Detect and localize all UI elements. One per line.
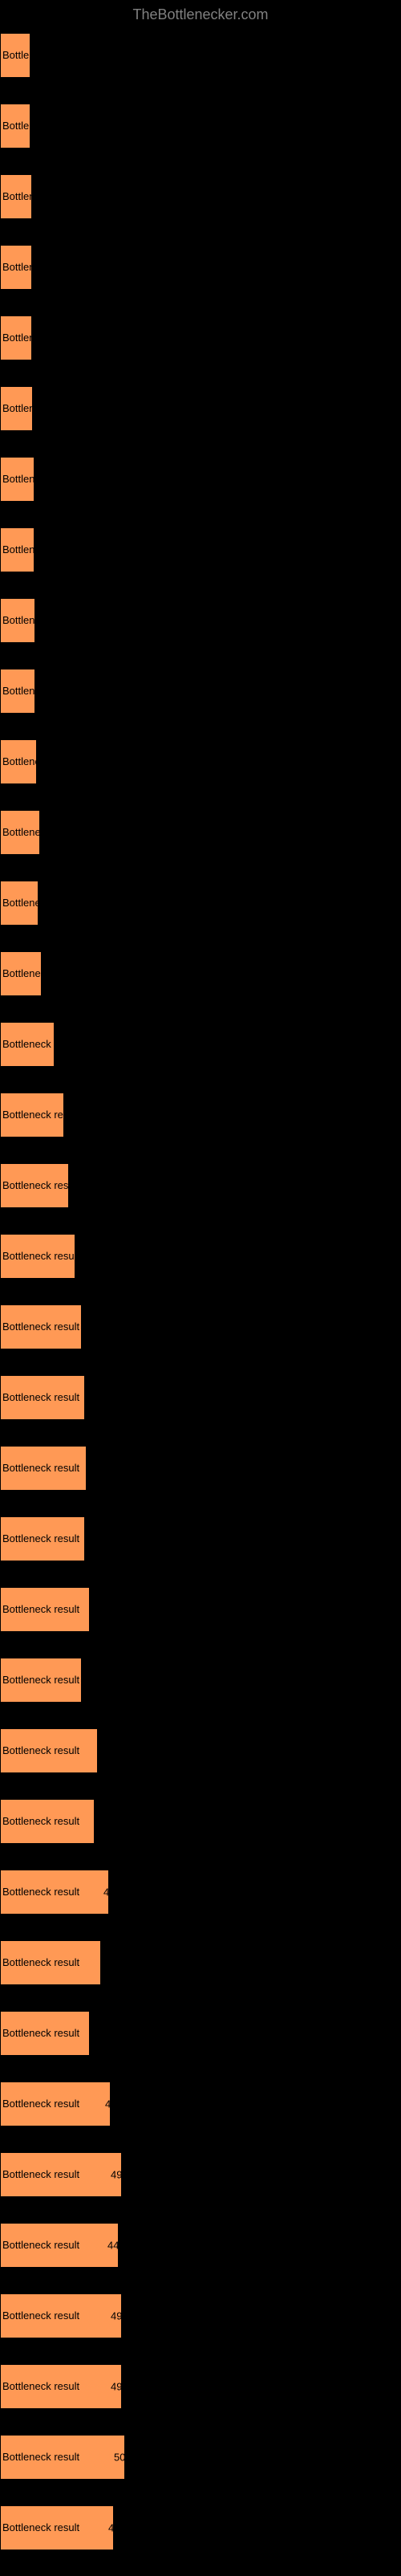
bar-value: 44 bbox=[107, 2240, 119, 2252]
bar-label: Bottleneck result bbox=[2, 2380, 79, 2393]
bar-row: Bottleneck ( bbox=[0, 810, 401, 855]
bar-row: Bottleneck result bbox=[0, 1304, 401, 1349]
site-title: TheBottlenecker.com bbox=[0, 0, 401, 26]
bar-row: Bottlenec bbox=[0, 669, 401, 714]
bar-row: Bottleneck bbox=[0, 881, 401, 926]
bar-label: Bottleneck result bbox=[2, 1321, 79, 1333]
bar-label: Bottleneck result bbox=[2, 2027, 79, 2040]
bar-chart: Bottlene Bottlene Bottlene Bottlene Bottlene… bbox=[0, 26, 401, 2550]
bar-label: Bottleneck result bbox=[2, 1674, 79, 1687]
chart-wrapper: TheBottlenecker.com BottleneBottleneBott… bbox=[0, 0, 401, 2550]
bar-label: Bottleneck result bbox=[2, 1886, 79, 1898]
bar-label: Bottlene bbox=[2, 332, 32, 344]
bar-row: Bottleneck result 49 bbox=[0, 2152, 401, 2197]
bar-row: Bottleneck result 49 bbox=[0, 2293, 401, 2338]
bar-value: 49 bbox=[111, 2169, 122, 2181]
bar-label: Bottleneck result bbox=[2, 1603, 79, 1616]
bar-label: Bottlene bbox=[2, 49, 30, 62]
bar-value: 4 bbox=[105, 2098, 111, 2110]
bar-label: Bottlene bbox=[2, 402, 33, 415]
bar-label: Bottleneck result bbox=[2, 1956, 79, 1969]
bar-label: Bottlene bbox=[2, 190, 32, 203]
bar-label: Bottlenec bbox=[2, 473, 34, 486]
bar-label: Bottleneck result bbox=[2, 2309, 79, 2322]
bar-row: Bottleneck result 44 bbox=[0, 2223, 401, 2268]
bar-value: 49 bbox=[111, 2310, 122, 2322]
bar-row: Bottleneck resu bbox=[0, 1022, 401, 1067]
bar-row: Bottleneck result bbox=[0, 1093, 401, 1137]
bar-label: Bottleneck result bbox=[2, 1179, 69, 1192]
bar-label: Bottleneck c bbox=[2, 967, 42, 980]
bar-row: Bottleneck result bbox=[0, 1799, 401, 1844]
bar-row: Bottleneck result bbox=[0, 1375, 401, 1420]
bar-label: Bottleneck result bbox=[2, 1462, 79, 1475]
bar-label: Bottleneck ( bbox=[2, 826, 40, 839]
bar-row: Bottlenec bbox=[0, 527, 401, 572]
bar-label: Bottleneck result bbox=[2, 1391, 79, 1404]
bar-label: Bottlenec bbox=[2, 685, 35, 698]
bar-label: Bottleneck result bbox=[2, 1250, 75, 1263]
bar-row: Bottleneck result bbox=[0, 1728, 401, 1773]
bar-row: Bottlene bbox=[0, 315, 401, 360]
bar-label: Bottleneck result bbox=[2, 2098, 79, 2110]
bar-label: Bottlenec bbox=[2, 614, 35, 627]
bar-row: Bottleneck bbox=[0, 739, 401, 784]
bar-row: Bottleneck result 4 bbox=[0, 2505, 401, 2550]
bar-row: Bottlene bbox=[0, 245, 401, 290]
bar-value: 4 bbox=[108, 2522, 114, 2534]
bar-row: Bottleneck result bbox=[0, 1587, 401, 1632]
bar-label: Bottleneck result bbox=[2, 1109, 64, 1121]
bar-row: Bottleneck result bbox=[0, 1658, 401, 1703]
bar-label: Bottleneck bbox=[2, 755, 37, 768]
bar-value: 4 bbox=[103, 1886, 109, 1898]
bar-label: Bottleneck result bbox=[2, 2521, 79, 2534]
bar-row: Bottlene bbox=[0, 33, 401, 78]
bar-row: Bottleneck result bbox=[0, 1516, 401, 1561]
bar-row: Bottleneck result 4 bbox=[0, 1870, 401, 1915]
bar-label: Bottlene bbox=[2, 261, 32, 274]
bar-label: Bottleneck result bbox=[2, 1532, 79, 1545]
bar-row: Bottleneck result bbox=[0, 2011, 401, 2056]
bar-value: 50 bbox=[114, 2452, 125, 2464]
bar-row: Bottleneck result bbox=[0, 1940, 401, 1985]
bar-label: Bottleneck bbox=[2, 897, 38, 910]
bar-row: Bottlene bbox=[0, 386, 401, 431]
bar-value: 49 bbox=[111, 2381, 122, 2393]
bar-label: Bottlenec bbox=[2, 543, 34, 556]
bar-row: Bottleneck result bbox=[0, 1234, 401, 1279]
bar-label: Bottleneck resu bbox=[2, 1038, 55, 1051]
bar-row: Bottleneck result 50 bbox=[0, 2435, 401, 2480]
bar-row: Bottlenec bbox=[0, 598, 401, 643]
bar-label: Bottleneck result bbox=[2, 2239, 79, 2252]
bar-row: Bottleneck result bbox=[0, 1446, 401, 1491]
bar-row: Bottlenec bbox=[0, 457, 401, 502]
bar-row: Bottleneck result 49 bbox=[0, 2364, 401, 2409]
bar-row: Bottlene bbox=[0, 104, 401, 149]
bar-label: Bottleneck result bbox=[2, 1815, 79, 1828]
bar-label: Bottleneck result bbox=[2, 2451, 79, 2464]
bar-row: Bottlene bbox=[0, 174, 401, 219]
bar-label: Bottlene bbox=[2, 120, 30, 132]
bar-label: Bottleneck result bbox=[2, 1744, 79, 1757]
bar-row: Bottleneck result 4 bbox=[0, 2082, 401, 2126]
bar-label: Bottleneck result bbox=[2, 2168, 79, 2181]
bar-row: Bottleneck result bbox=[0, 1163, 401, 1208]
bar-row: Bottleneck c bbox=[0, 951, 401, 996]
